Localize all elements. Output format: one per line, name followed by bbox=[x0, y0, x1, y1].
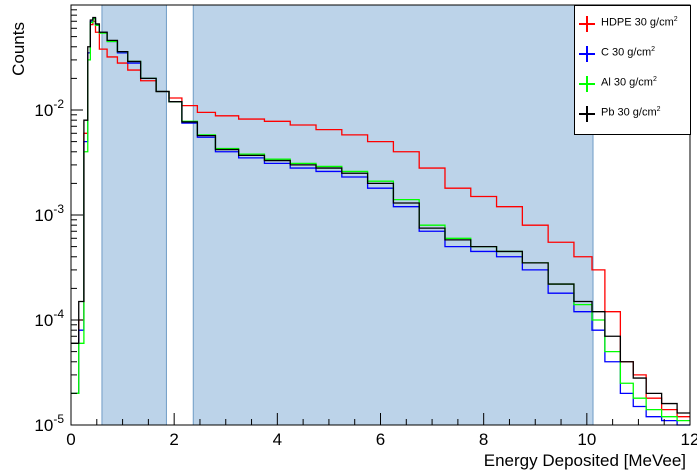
y-tick-label: 10-5 bbox=[34, 412, 64, 435]
legend-label: C 30 g/cm2 bbox=[601, 46, 656, 59]
legend-marker-icon bbox=[579, 106, 595, 122]
legend-item: HDPE 30 g/cm2 bbox=[575, 10, 692, 40]
shaded-region-1 bbox=[101, 4, 167, 426]
series-line-4 bbox=[71, 16, 690, 414]
shaded-region-2 bbox=[192, 4, 594, 426]
x-tick-label: 12 bbox=[681, 430, 697, 449]
x-axis-label: Energy Deposited [MeVee] bbox=[484, 451, 686, 470]
x-tick-label: 4 bbox=[273, 430, 282, 449]
legend-label: Al 30 g/cm2 bbox=[601, 76, 657, 89]
y-tick-label: 10-4 bbox=[34, 307, 64, 330]
x-tick-label: 2 bbox=[169, 430, 178, 449]
x-tick-label: 6 bbox=[376, 430, 385, 449]
x-tick-label: 8 bbox=[479, 430, 488, 449]
legend-marker-icon bbox=[579, 76, 595, 92]
legend: HDPE 30 g/cm2 C 30 g/cm2 Al 30 g/cm2 Pb 30 … bbox=[574, 5, 691, 135]
series-line-2 bbox=[71, 17, 690, 426]
x-tick-label: 0 bbox=[66, 430, 75, 449]
y-tick-label: 10-2 bbox=[34, 97, 64, 120]
legend-marker-icon bbox=[579, 46, 595, 62]
legend-label: Pb 30 g/cm2 bbox=[601, 106, 661, 119]
legend-item: C 30 g/cm2 bbox=[575, 40, 692, 70]
x-tick-label: 10 bbox=[577, 430, 596, 449]
series-line-1 bbox=[71, 20, 690, 418]
legend-label: HDPE 30 g/cm2 bbox=[601, 16, 678, 29]
legend-item: Pb 30 g/cm2 bbox=[575, 100, 692, 130]
legend-marker-icon bbox=[579, 16, 595, 32]
y-axis-label: Counts bbox=[9, 22, 28, 76]
y-tick-label: 10-3 bbox=[34, 202, 64, 225]
legend-item: Al 30 g/cm2 bbox=[575, 70, 692, 100]
